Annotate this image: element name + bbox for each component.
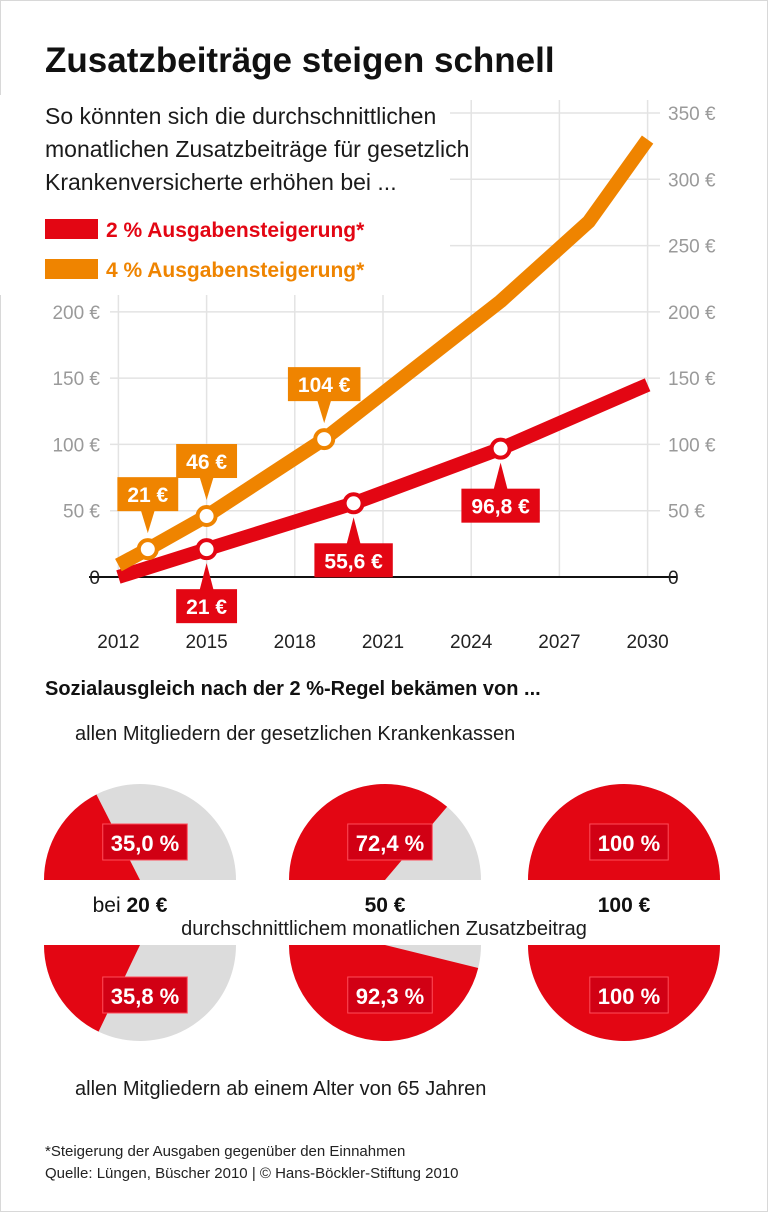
x-tick-label: 2030: [626, 632, 668, 653]
y2-tick-label: 100 €: [668, 435, 716, 456]
data-label: 96,8 €: [461, 462, 540, 523]
y2-tick-label: 350 €: [668, 104, 716, 125]
y-tick-label: 150 €: [52, 369, 100, 390]
marker: [136, 538, 159, 561]
category-label: 100 €: [598, 894, 651, 917]
value-label-box: [102, 976, 188, 1014]
value-label-box: [589, 823, 669, 861]
marker: [195, 505, 218, 528]
x-tick-label: 2021: [362, 632, 404, 653]
data-label-text: 55,6 €: [324, 550, 383, 573]
value-label: 92,3 %: [347, 976, 433, 1014]
value-label-box: [347, 823, 433, 861]
data-label-text: 46 €: [186, 451, 227, 474]
pie-title: Sozialausgleich nach der 2 %-Regel bekäm…: [45, 678, 541, 700]
marker: [313, 428, 336, 451]
category-label: bei 20 €: [93, 894, 168, 917]
footnote: *Steigerung der Ausgaben gegenüber den E…: [45, 1143, 405, 1160]
value-label: 100 %: [589, 823, 669, 861]
value-label: 35,0 %: [102, 823, 188, 861]
legend-swatch: [45, 259, 98, 279]
series-label: allen Mitgliedern ab einem Alter von 65 …: [75, 1078, 486, 1100]
value-label-box: [102, 823, 188, 861]
data-label-pointer: [140, 510, 155, 534]
x-tick-label: 2012: [97, 632, 139, 653]
legend-label: 2 % Ausgabensteigerung*: [106, 219, 365, 242]
data-label: 21 €: [176, 563, 238, 624]
x-tick-label: 2027: [538, 632, 580, 653]
x-tick-label: 2018: [274, 632, 316, 653]
x-tick-label: 2024: [450, 632, 493, 653]
category-value: 20 €: [127, 894, 168, 917]
marker: [195, 538, 218, 561]
y2-tick-label: 300 €: [668, 170, 716, 191]
category-prefix: bei: [93, 894, 121, 917]
value-label-box: [589, 976, 669, 1014]
value-label-text: 100 %: [598, 984, 660, 1009]
series-label: allen Mitgliedern der gesetzlichen Krank…: [75, 723, 515, 745]
y-tick-label: 100 €: [52, 435, 100, 456]
data-label-text: 21 €: [127, 484, 168, 507]
x-tick-label: 2015: [185, 632, 227, 653]
value-label-box: [347, 976, 433, 1014]
y2-tick-label: 250 €: [668, 237, 716, 258]
category-label: 50 €: [365, 894, 406, 917]
value-label-text: 35,0 %: [111, 831, 180, 856]
value-label: 35,8 %: [102, 976, 188, 1014]
marker: [342, 492, 365, 515]
data-label: 104 €: [287, 367, 361, 424]
data-label-box: [461, 488, 540, 523]
legend-swatch: [45, 219, 98, 239]
y-tick-label: 200 €: [52, 303, 100, 324]
data-label-box: [117, 477, 179, 512]
data-label: 46 €: [176, 444, 238, 501]
data-label-pointer: [199, 477, 214, 501]
data-label-text: 96,8 €: [471, 496, 530, 519]
data-label-text: 21 €: [186, 596, 227, 619]
data-label-pointer: [346, 517, 361, 545]
category-note: durchschnittlichem monatlichen Zusatzbei…: [181, 918, 587, 940]
data-label: 55,6 €: [314, 517, 393, 578]
y2-tick-label: 0: [668, 568, 679, 589]
category-value: 50 €: [365, 894, 406, 917]
value-label-text: 92,3 %: [356, 984, 425, 1009]
value-label: 100 %: [589, 976, 669, 1014]
data-label-pointer: [199, 563, 214, 591]
value-label-text: 72,4 %: [356, 831, 425, 856]
y2-tick-label: 200 €: [668, 303, 716, 324]
y-tick-label: 0: [89, 568, 100, 589]
source: Quelle: Lüngen, Büscher 2010 | © Hans-Bö…: [45, 1165, 459, 1182]
subtitle: So könnten sich die durchschnittlichen m…: [45, 103, 470, 195]
y2-tick-label: 50 €: [668, 502, 705, 523]
value-label: 72,4 %: [347, 823, 433, 861]
value-label-text: 100 %: [598, 831, 660, 856]
data-label-box: [314, 543, 393, 578]
pie-slice: [44, 945, 140, 1032]
data-label-box: [287, 367, 361, 402]
data-label-text: 104 €: [298, 374, 351, 397]
data-label-pointer: [317, 400, 332, 424]
data-label: 21 €: [117, 477, 179, 534]
data-label-box: [176, 589, 238, 624]
line: [115, 135, 654, 572]
legend-label: 4 % Ausgabensteigerung*: [106, 259, 365, 282]
y2-tick-label: 150 €: [668, 369, 716, 390]
marker: [489, 437, 512, 460]
data-label-box: [176, 444, 238, 479]
chart-title: Zusatzbeiträge steigen schnell: [45, 41, 555, 80]
value-label-text: 35,8 %: [111, 984, 180, 1009]
category-value: 100 €: [598, 894, 651, 917]
data-label-pointer: [493, 462, 508, 490]
y-tick-label: 50 €: [63, 502, 100, 523]
